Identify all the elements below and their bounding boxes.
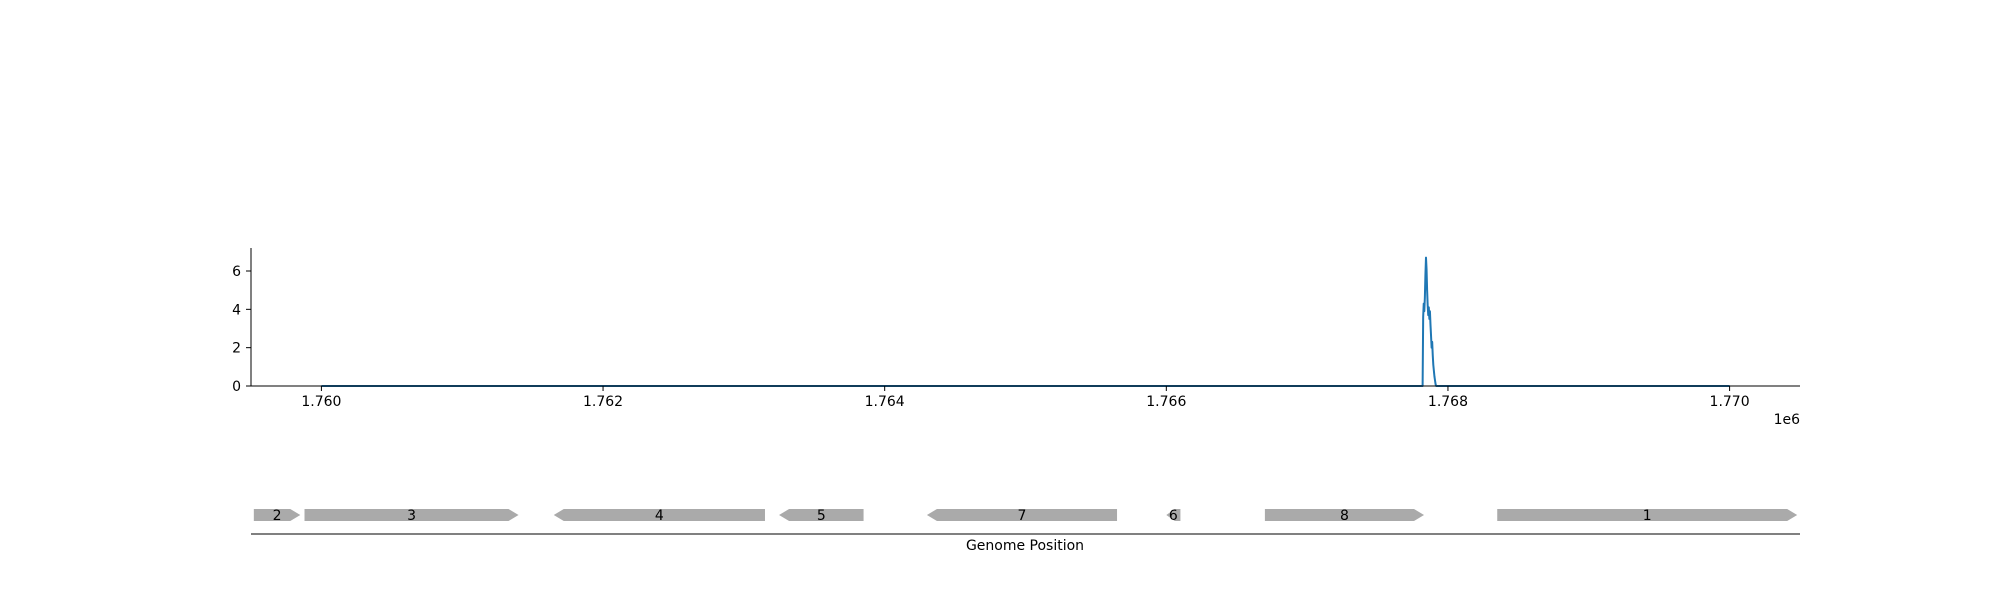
x-tick-label: 1.768 <box>1428 394 1468 410</box>
gene-feature-3 <box>304 509 519 521</box>
y-tick-label: 6 <box>232 264 241 280</box>
y-tick-label: 0 <box>232 379 241 395</box>
x-tick-label: 1.764 <box>865 394 905 410</box>
gene-feature-5 <box>779 509 864 521</box>
gene-label: 1 <box>1643 508 1652 524</box>
gene-label: 4 <box>655 508 664 524</box>
gene-label: 8 <box>1340 508 1349 524</box>
y-tick-label: 2 <box>232 341 241 357</box>
gene-track-xlabel: Genome Position <box>966 538 1084 554</box>
x-axis-ticks: 1.760 1.762 1.764 1.766 1.768 1.770 <box>301 386 1750 410</box>
gene-track: 2 3 4 5 7 6 8 1 Genome Position <box>251 508 1800 554</box>
gene-label: 2 <box>273 508 282 524</box>
gene-feature-2 <box>253 509 301 521</box>
gene-features: 2 3 4 5 7 6 8 1 <box>253 508 1798 524</box>
coverage-line-0 <box>321 256 1730 387</box>
x-axis-offset-label: 1e6 <box>1774 412 1801 428</box>
y-tick-label: 4 <box>232 302 241 318</box>
x-tick-label: 1.762 <box>583 394 623 410</box>
gene-feature-4 <box>553 509 765 521</box>
x-tick-label: 1.770 <box>1710 394 1750 410</box>
gene-feature-8 <box>1264 509 1425 521</box>
gene-label: 5 <box>817 508 826 524</box>
gene-feature-7 <box>926 509 1118 521</box>
coverage-plot: 1.760 1.762 1.764 1.766 1.768 1.770 0 2 4 6 1e6 <box>232 248 1800 428</box>
gene-label: 7 <box>1018 508 1027 524</box>
coverage-series <box>321 256 1730 387</box>
x-tick-label: 1.766 <box>1146 394 1186 410</box>
x-tick-label: 1.760 <box>301 394 341 410</box>
gene-feature-6 <box>1166 509 1181 521</box>
gene-feature-1 <box>1497 509 1798 521</box>
y-axis-ticks: 0 2 4 6 <box>232 264 251 395</box>
gene-label: 3 <box>407 508 416 524</box>
gene-label: 6 <box>1169 508 1178 524</box>
